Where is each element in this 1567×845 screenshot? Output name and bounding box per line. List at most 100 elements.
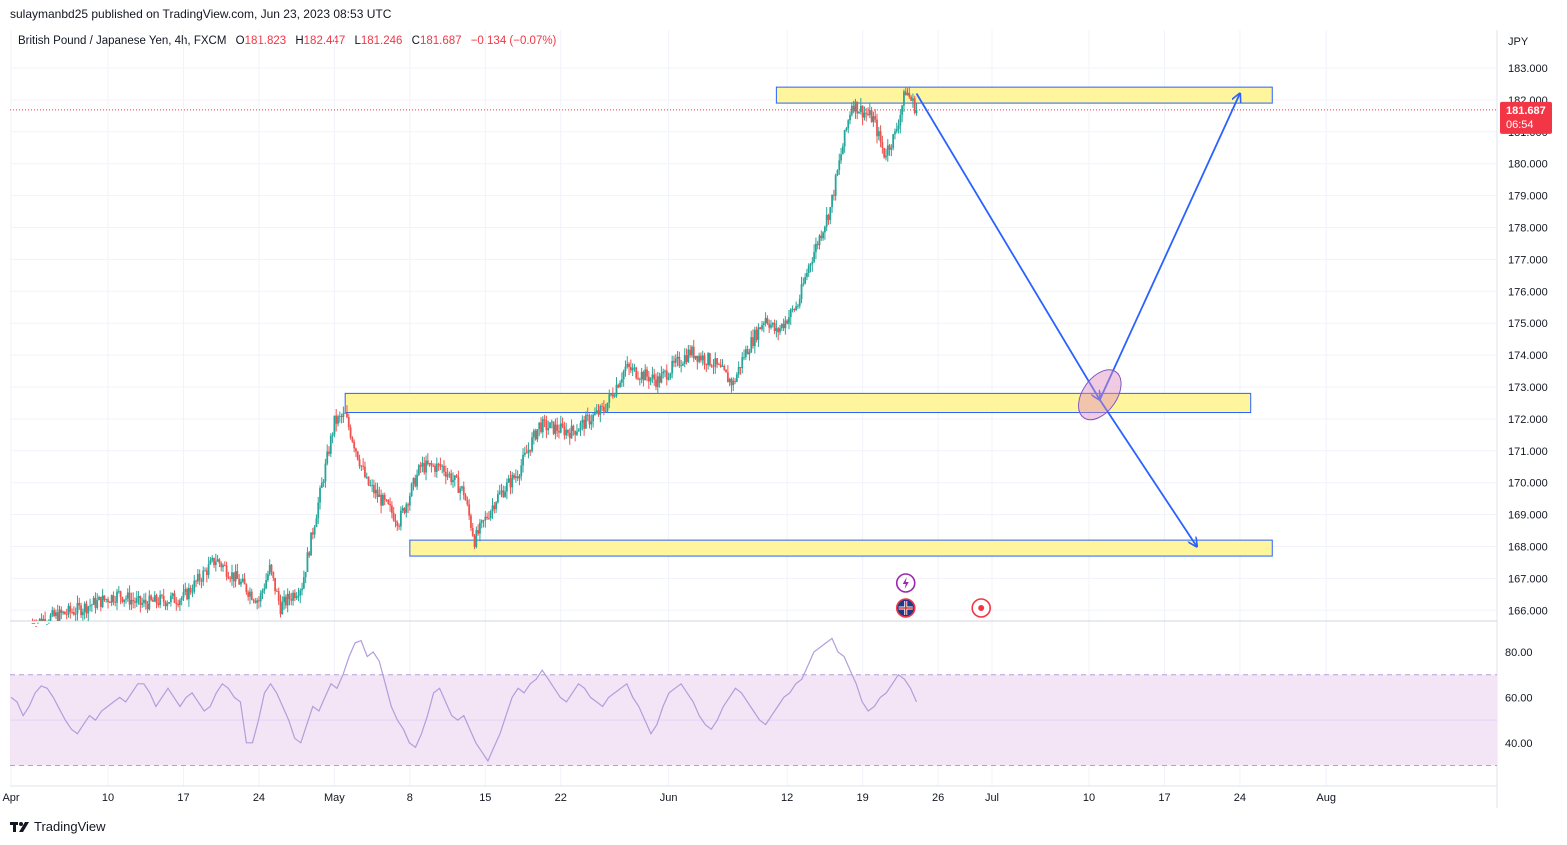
candle <box>597 404 600 417</box>
candle <box>209 556 212 565</box>
candle <box>903 89 905 112</box>
candle <box>202 566 205 586</box>
price-tick-label: 176.000 <box>1508 286 1548 298</box>
candle <box>459 486 462 501</box>
zone-support[interactable] <box>409 539 1273 557</box>
candle <box>734 378 736 385</box>
rsi-axis: 80.00 60.00 40.00 <box>1505 647 1533 750</box>
price-tick-label: 183.000 <box>1508 63 1548 75</box>
candle <box>547 420 550 435</box>
candle <box>698 352 701 364</box>
candle <box>874 109 877 123</box>
candle <box>811 257 814 272</box>
candle <box>651 366 654 383</box>
candle <box>655 373 657 391</box>
candle <box>240 578 242 587</box>
candle <box>694 355 697 361</box>
last-price-badge-box <box>1500 101 1552 134</box>
candle <box>135 590 138 608</box>
candle <box>877 126 880 141</box>
candle <box>658 372 661 388</box>
candle <box>703 352 706 370</box>
candle <box>599 404 602 423</box>
forecast-arrow[interactable] <box>1099 399 1197 547</box>
candle <box>859 98 862 115</box>
candle <box>110 594 113 607</box>
candle <box>629 359 632 374</box>
candle <box>376 482 379 503</box>
candle <box>64 611 66 615</box>
candle <box>532 428 535 445</box>
symbol-name: British Pound / Japanese Yen, 4h, FXCM <box>18 35 227 47</box>
forecast-arrow[interactable] <box>915 93 1100 400</box>
candle <box>238 574 241 585</box>
candle <box>531 432 533 453</box>
candle <box>279 594 282 618</box>
candle <box>177 599 179 608</box>
candle <box>396 520 399 531</box>
time-axis: Apr 10 17 24 May 8 15 22 Jun 12 19 26 Jul 10 17 24 Aug <box>2 792 1336 804</box>
candle <box>685 348 688 365</box>
candle <box>565 422 568 440</box>
candle <box>807 263 810 277</box>
zone-resistance[interactable] <box>775 86 1273 104</box>
highlight-ellipse[interactable] <box>1070 362 1130 427</box>
forecast-arrows <box>915 93 1240 547</box>
candle <box>840 147 842 164</box>
candle <box>761 320 763 332</box>
candle <box>541 416 544 438</box>
price-tick-label: 180.000 <box>1508 159 1548 171</box>
candle <box>139 595 142 613</box>
candle <box>49 613 52 621</box>
candle <box>904 86 907 96</box>
candle <box>895 122 898 134</box>
candle <box>486 512 489 520</box>
candle <box>793 308 796 313</box>
candle <box>543 414 546 428</box>
candle <box>726 365 729 383</box>
brand-name: TradingView <box>34 819 106 834</box>
zone-middle[interactable] <box>344 392 1252 414</box>
low-value: 181.246 <box>360 35 403 47</box>
candle <box>527 442 530 459</box>
candle <box>222 563 224 572</box>
candle <box>116 588 118 611</box>
candle <box>78 597 81 610</box>
candle <box>791 305 794 313</box>
candle <box>464 493 467 501</box>
candle <box>849 111 851 125</box>
grid <box>10 30 1497 786</box>
candle <box>683 348 686 368</box>
candle <box>601 402 604 412</box>
candle <box>696 355 699 370</box>
candle <box>757 323 760 347</box>
time-tick-label: 17 <box>177 792 189 804</box>
time-tick-label: Apr <box>2 792 19 804</box>
open-value: 181.823 <box>244 35 287 47</box>
candle <box>795 301 798 312</box>
lightning-event-icon[interactable] <box>895 573 916 593</box>
candle <box>800 276 803 304</box>
candle <box>403 507 406 515</box>
candle <box>522 448 524 473</box>
candle <box>317 496 320 524</box>
candle <box>315 514 318 528</box>
candle <box>489 509 492 521</box>
uk-flag-event-icon[interactable] <box>895 598 916 618</box>
candle <box>346 405 348 419</box>
candle <box>789 307 792 325</box>
candle <box>556 417 559 437</box>
candle <box>164 600 167 611</box>
candle <box>355 447 357 457</box>
candle <box>520 458 523 481</box>
forecast-arrow[interactable] <box>1098 94 1240 401</box>
candle <box>347 413 350 431</box>
record-event-icon[interactable] <box>971 598 992 618</box>
candle <box>44 611 47 621</box>
candle <box>414 474 417 488</box>
candle <box>906 88 909 96</box>
candle <box>382 492 384 506</box>
candle <box>311 527 314 540</box>
candle <box>62 610 65 615</box>
